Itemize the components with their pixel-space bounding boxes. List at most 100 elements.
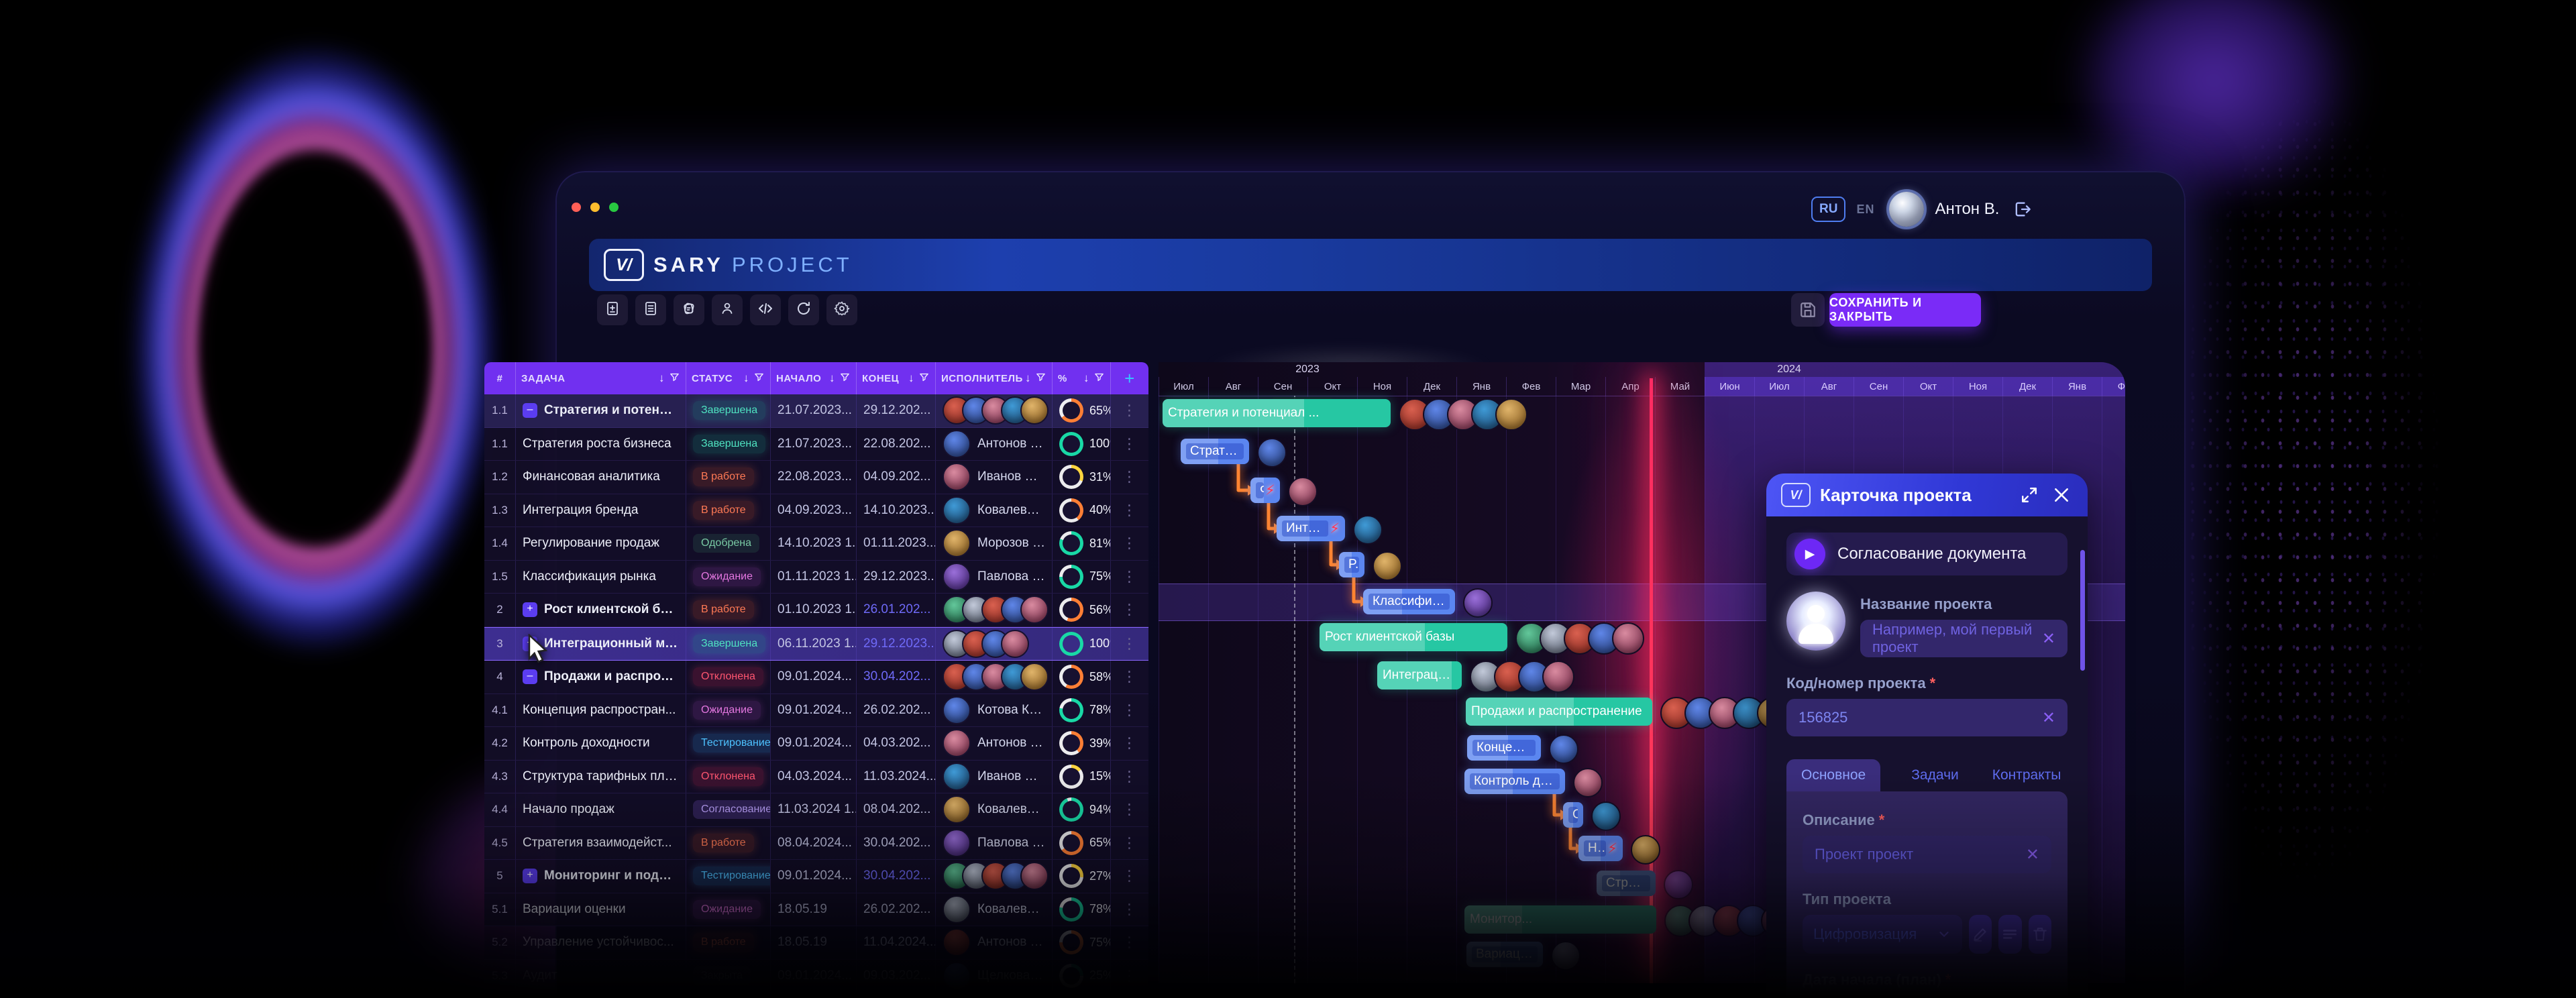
tab-контракты[interactable]: Контракты [1992,767,2061,783]
row-menu-icon[interactable]: ⋮ [1122,668,1138,685]
toolbar-button-code[interactable] [750,294,781,325]
row-menu-icon[interactable]: ⋮ [1122,966,1138,984]
row-menu-icon[interactable]: ⋮ [1122,501,1138,518]
gantt-bar[interactable]: Стратегия р... [1181,439,1249,464]
toolbar-button-document-lines[interactable] [635,294,666,325]
clear-icon[interactable]: ✕ [2025,845,2039,864]
column-header-pct[interactable]: % ↓ [1053,362,1111,394]
workflow-row[interactable]: ▶ Согласование документа [1786,533,2068,575]
column-header-task[interactable]: ЗАДАЧА ↓ [516,362,686,394]
gantt-bar[interactable]: Интеграционны... [1377,661,1462,689]
zoom-window-dot[interactable] [609,203,619,212]
gantt-bar[interactable]: С... [1563,802,1583,828]
logout-icon[interactable] [2010,197,2034,221]
row-menu-icon[interactable]: ⋮ [1122,535,1138,552]
start-date-input[interactable]: 13.09.2023 [1803,995,2051,998]
task-row[interactable]: 5.1 Вариации оценки Ожидание 18.05.19 26.02.… [484,893,1148,926]
close-icon[interactable] [2050,484,2073,506]
toolbar-button-user[interactable] [712,294,743,325]
task-row[interactable]: 4.2 Контроль доходности Тестирование 09.01.… [484,727,1148,761]
task-end-cell[interactable]: 30.04.202... [857,860,936,893]
task-row[interactable]: 1.5 Классификация рынка Ожидание 01.11.2023… [484,560,1148,594]
sort-icon[interactable]: ↓ [659,372,665,384]
row-menu-icon[interactable]: ⋮ [1122,468,1138,486]
task-row[interactable]: 4.4 Начало продаж Согласование 11.03.2024 1… [484,793,1148,827]
edit-button[interactable] [1969,915,1992,954]
filter-icon[interactable] [918,372,930,386]
row-menu-icon[interactable]: ⋮ [1122,934,1138,951]
task-row[interactable]: 4.5 Стратегия взаимодейст... В работе 08.04… [484,826,1148,860]
column-header-assignee[interactable]: ИСПОЛНИТЕЛЬ ↓ [936,362,1053,394]
task-end-cell[interactable]: 30.04.202... [857,661,936,694]
task-row[interactable]: 5 + Мониторинг и поддерж... Тестирование09.… [484,860,1148,893]
row-menu-icon[interactable]: ⋮ [1122,867,1138,885]
gantt-bar[interactable]: Ф...⚡ [1250,478,1280,503]
task-row[interactable]: 2 + Рост клиентской базы В работе 01.10.2023… [484,594,1148,627]
gantt-bar[interactable]: Вариации оц... [1466,942,1543,967]
user-avatar[interactable] [1889,192,1925,227]
row-menu-icon[interactable]: ⋮ [1122,435,1138,452]
task-row[interactable]: 1.2 Финансовая аналитика В работе 22.08.202… [484,461,1148,494]
description-input[interactable]: Проект проект ✕ [1803,836,2051,873]
project-type-select[interactable]: Цифровизация [1803,915,1962,954]
gantt-bar[interactable]: Концепция р... [1467,735,1541,761]
toolbar-button-settings[interactable] [826,294,857,325]
task-row[interactable]: 1.1–Стратегия и потенциал... Завершена21.… [484,394,1148,428]
filter-icon[interactable] [669,372,680,386]
save-icon-button[interactable] [1791,293,1825,327]
filter-icon[interactable] [1035,372,1046,386]
tab-основное[interactable]: Основное [1786,759,1881,791]
task-row[interactable]: 5.2 Управление устойчивос... В работе 18.05… [484,926,1148,960]
card-scrollbar[interactable] [2080,550,2085,671]
row-menu-icon[interactable]: ⋮ [1122,834,1138,851]
row-menu-icon[interactable]: ⋮ [1122,634,1138,652]
language-en-button[interactable]: EN [1856,202,1875,216]
row-menu-icon[interactable]: ⋮ [1122,402,1138,419]
expand-icon[interactable]: + [523,602,537,618]
clear-icon[interactable]: ✕ [2041,708,2055,727]
row-menu-icon[interactable]: ⋮ [1122,601,1138,618]
gantt-bar[interactable]: Стратеги... [1597,871,1656,896]
row-menu-icon[interactable]: ⋮ [1122,767,1138,785]
task-row[interactable]: 5.3 Аудит Закрыта 09.01.2024... 09.03.202...… [484,959,1148,993]
task-end-cell[interactable]: 26.01.202... [857,594,936,626]
expand-icon[interactable] [2018,484,2041,506]
save-and-close-button[interactable]: СОХРАНИТЬ И ЗАКРЫТЬ [1829,293,1981,327]
filter-icon[interactable] [839,372,851,386]
delete-button[interactable] [2028,915,2051,954]
project-avatar-placeholder[interactable] [1786,592,1845,651]
play-icon[interactable]: ▶ [1794,539,1825,569]
gantt-bar[interactable]: Стратегия и потенциал ... [1163,399,1391,427]
task-row[interactable]: 4–Продажи и распростра... Отклонена 09.01.… [484,661,1148,694]
task-row[interactable]: 1.4 Регулирование продаж Одобрена 14.10.202… [484,527,1148,561]
column-header-status[interactable]: СТАТУС ↓ [686,362,771,394]
project-code-input[interactable]: 156825 ✕ [1786,699,2068,736]
task-row[interactable]: 1.1 Стратегия роста бизнеса Завершена 21.07… [484,427,1148,461]
row-menu-icon[interactable]: ⋮ [1122,900,1138,918]
filter-icon[interactable] [1093,372,1105,386]
task-row[interactable]: 4.3 Структура тарифных пла... Отклонена 04.… [484,760,1148,793]
gantt-bar[interactable]: Рост клиентской базы [1320,623,1507,651]
list-button[interactable] [1998,915,2022,954]
task-row[interactable]: 3+Интеграционный марке...Завершена06.11.… [484,626,1148,661]
column-header-add[interactable]: + [1111,362,1148,394]
close-window-dot[interactable] [572,203,581,212]
language-ru-button[interactable]: RU [1811,197,1846,222]
minimize-window-dot[interactable] [590,203,600,212]
toolbar-button-refresh[interactable] [788,294,819,325]
filter-icon[interactable] [753,372,765,386]
task-end-cell[interactable]: 29.12.2023... [857,627,936,660]
gantt-bar[interactable]: Интеграция⚡ [1277,516,1345,541]
gantt-bar[interactable]: Монитор... [1464,905,1656,934]
gantt-bar[interactable]: Классификация р... [1363,589,1455,614]
collapse-icon[interactable]: – [523,403,537,419]
tab-задачи[interactable]: Задачи [1911,767,1959,783]
toolbar-button-add-document[interactable] [597,294,628,325]
sort-icon[interactable]: ↓ [829,372,835,384]
sort-icon[interactable]: ↓ [1083,372,1089,384]
sort-icon[interactable]: ↓ [1025,372,1031,384]
expand-icon[interactable]: + [523,869,537,884]
row-menu-icon[interactable]: ⋮ [1122,701,1138,718]
task-row[interactable]: 1.3 Интеграция бренда В работе 04.09.2023..… [484,494,1148,527]
row-menu-icon[interactable]: ⋮ [1122,734,1138,752]
